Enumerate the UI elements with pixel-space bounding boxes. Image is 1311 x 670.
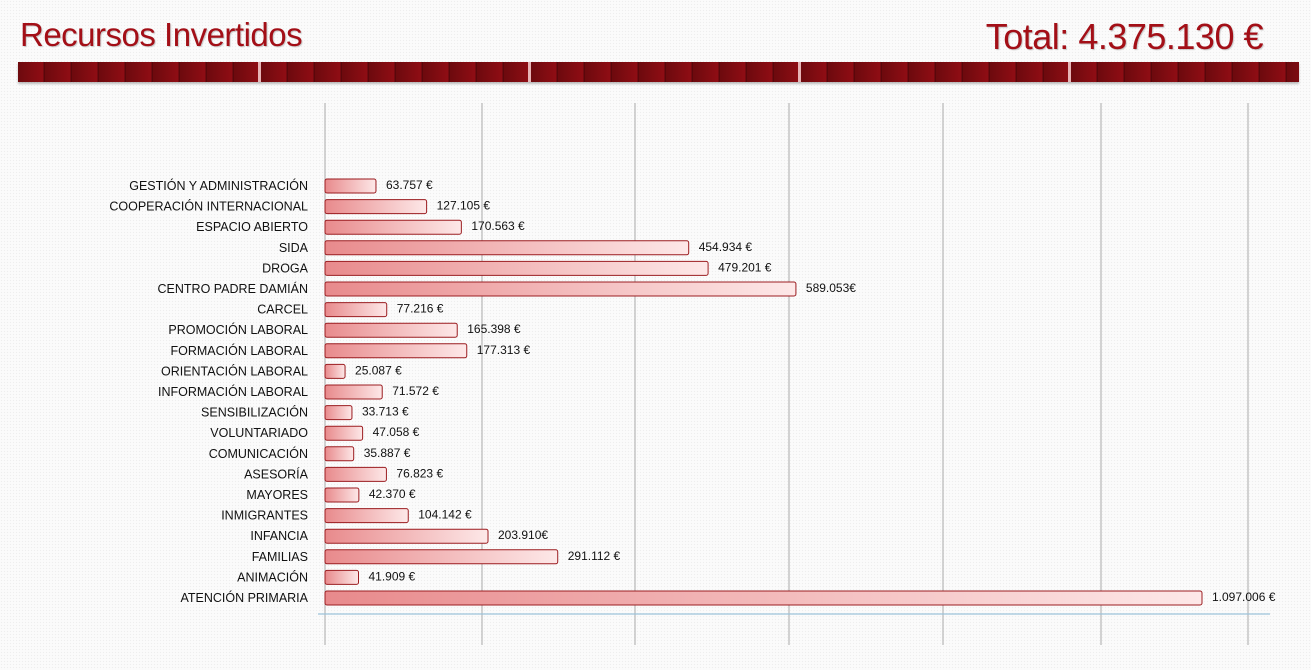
category-label: DROGA <box>262 261 309 275</box>
category-label: COMUNICACIÓN <box>209 446 308 461</box>
category-label: COOPERACIÓN INTERNACIONAL <box>109 199 308 214</box>
category-label: ORIENTACIÓN LABORAL <box>161 363 308 378</box>
bar <box>324 508 409 524</box>
bar <box>324 302 388 318</box>
band-highlight <box>528 62 531 82</box>
bar <box>324 219 462 235</box>
value-label: 104.142 € <box>418 508 472 522</box>
total-amount: Total: 4.375.130 € <box>985 16 1264 57</box>
band-highlight <box>798 62 801 82</box>
bar <box>324 260 709 276</box>
bar <box>324 199 428 215</box>
value-label: 479.201 € <box>718 260 772 274</box>
category-label: SENSIBILIZACIÓN <box>201 405 308 420</box>
bar <box>324 178 377 194</box>
bar <box>324 528 489 544</box>
category-label: CARCEL <box>257 303 308 317</box>
value-label: 165.398 € <box>467 322 521 336</box>
page-title: Recursos Invertidos <box>20 16 303 53</box>
value-label: 35.887 € <box>364 446 411 460</box>
category-label: ESPACIO ABIERTO <box>196 220 308 234</box>
value-label: 47.058 € <box>373 425 420 439</box>
value-label: 291.112 € <box>568 549 621 563</box>
category-label: INFORMACIÓN LABORAL <box>158 384 308 399</box>
value-label: 1.097.006 € <box>1212 590 1276 604</box>
value-label: 42.370 € <box>369 487 416 501</box>
category-label: PROMOCIÓN LABORAL <box>168 322 308 337</box>
bar <box>324 384 383 400</box>
value-label: 589.053€ <box>806 281 856 295</box>
bar <box>324 281 797 297</box>
value-label: 41.909 € <box>369 569 416 583</box>
bar <box>324 446 355 462</box>
category-label: SIDA <box>279 241 309 255</box>
bar <box>324 549 559 565</box>
category-label: ANIMACIÓN <box>237 569 308 584</box>
bar <box>324 343 468 359</box>
category-label: VOLUNTARIADO <box>210 426 308 440</box>
chart-bars: GESTIÓN Y ADMINISTRACIÓN 63.757 € COOPERAC… <box>109 178 1276 606</box>
bar <box>324 240 690 256</box>
category-label: INFANCIA <box>250 529 308 543</box>
bar <box>324 363 346 379</box>
band-highlight <box>258 62 261 82</box>
category-label: ATENCIÓN PRIMARIA <box>180 590 308 605</box>
bar <box>324 425 364 441</box>
value-label: 170.563 € <box>471 219 525 233</box>
value-label: 25.087 € <box>355 363 402 377</box>
bar <box>324 466 387 482</box>
category-label: FAMILIAS <box>252 550 308 564</box>
bar <box>324 405 353 421</box>
value-label: 77.216 € <box>397 302 444 316</box>
category-label: FORMACIÓN LABORAL <box>170 343 308 358</box>
value-label: 63.757 € <box>386 178 433 192</box>
value-label: 127.105 € <box>437 199 491 213</box>
value-label: 454.934 € <box>699 240 753 254</box>
band-highlight <box>1068 62 1071 82</box>
value-label: 177.313 € <box>477 343 531 357</box>
category-label: ASESORÍA <box>244 466 309 481</box>
decorative-band <box>18 62 1299 82</box>
value-label: 76.823 € <box>396 466 443 480</box>
bar <box>324 569 360 585</box>
value-label: 203.910€ <box>498 528 548 542</box>
bar <box>324 590 1203 606</box>
bar <box>324 487 360 503</box>
value-label: 33.713 € <box>362 405 409 419</box>
category-label: INMIGRANTES <box>221 509 308 523</box>
value-label: 71.572 € <box>392 384 439 398</box>
category-label: CENTRO PADRE DAMIÁN <box>158 281 308 296</box>
category-label: GESTIÓN Y ADMINISTRACIÓN <box>129 178 308 193</box>
bar <box>324 322 458 338</box>
category-label: MAYORES <box>246 488 308 502</box>
